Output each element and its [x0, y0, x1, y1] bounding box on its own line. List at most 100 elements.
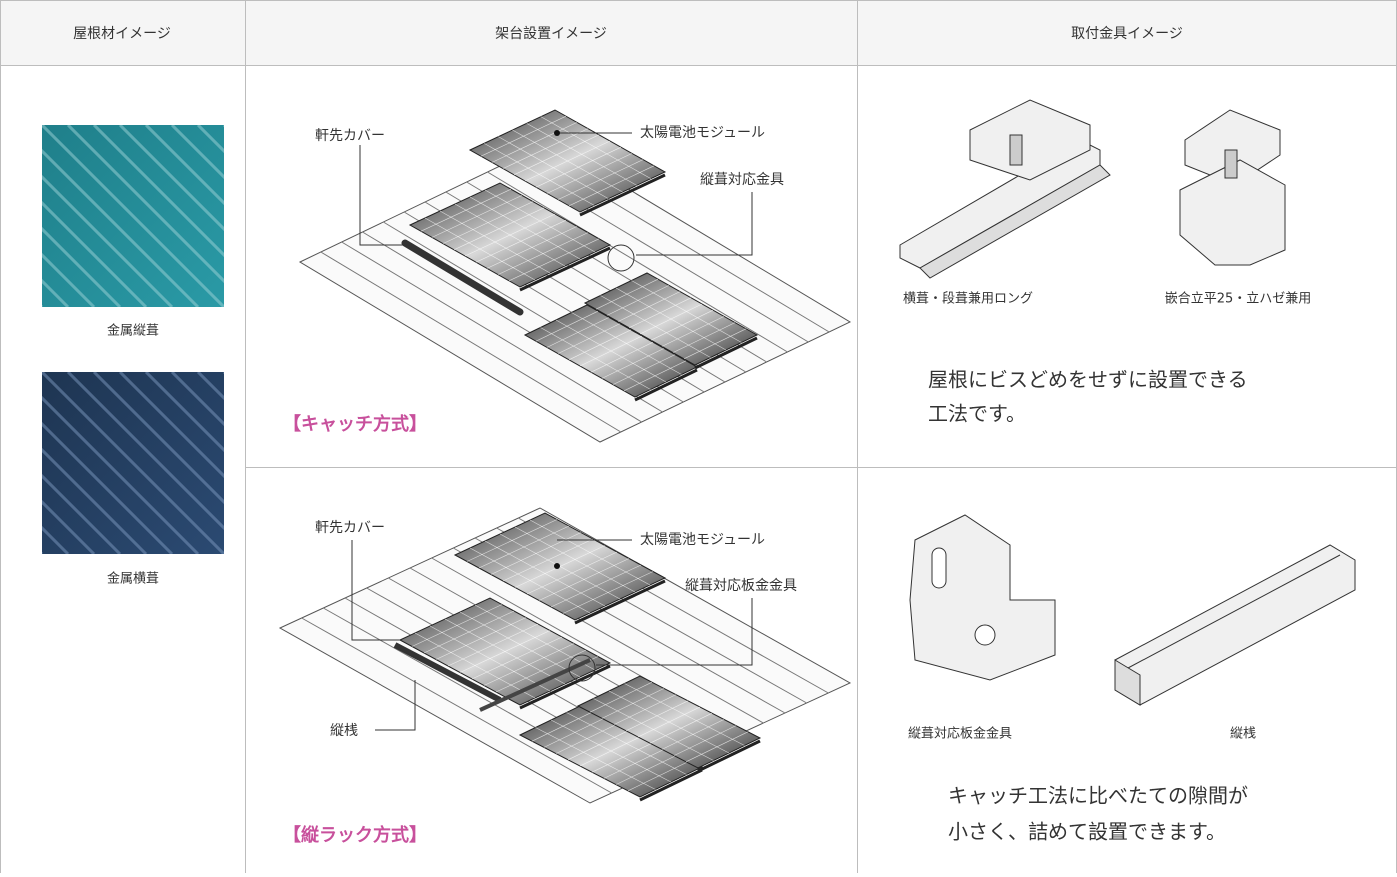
panel-grid [491, 122, 578, 163]
callout: 太陽電池モジュール [640, 125, 765, 141]
panel-grid [538, 558, 630, 601]
panel-grid [543, 717, 607, 748]
callout: 縦桟 [330, 723, 358, 739]
texture-line [42, 551, 44, 554]
fitting-body [1179, 159, 1286, 266]
panel-grid [606, 285, 670, 316]
fitting-bolt [1009, 134, 1023, 166]
eave-cover [401, 239, 524, 316]
panel-grid [567, 729, 631, 761]
panel-grid [595, 278, 659, 310]
panel-grid [650, 309, 714, 341]
panel-grid [557, 323, 621, 354]
panel-grid [623, 360, 687, 392]
texture-line [42, 252, 96, 307]
texture-line [0, 372, 16, 554]
rail-profile [1114, 544, 1356, 706]
panel-grid [431, 195, 523, 238]
texture-line [66, 125, 224, 284]
swatch-texture [0, 372, 224, 554]
panel-grid [601, 688, 665, 719]
description: キャッチ工法に比べたての隙間が [948, 784, 1248, 808]
panel-grid [628, 297, 692, 329]
panel-grid [466, 519, 558, 562]
panel-grid [601, 348, 665, 379]
panel-grid [531, 710, 595, 742]
rail-groove [1127, 554, 1341, 669]
panel-grid [442, 201, 534, 244]
callout: 太陽電池モジュール [640, 532, 765, 548]
panel-grid [435, 617, 527, 660]
panel-grid [502, 128, 589, 169]
panel-grid [615, 754, 679, 785]
texture-line [42, 499, 96, 554]
roof-seam [487, 171, 788, 353]
panel-grid [579, 335, 643, 367]
panel-grid [617, 291, 681, 322]
header-cell: 取付金具イメージ [1071, 26, 1183, 42]
panel-grid [495, 649, 587, 693]
roof-seam [341, 241, 642, 423]
panel-grid [685, 731, 749, 763]
panel-grid [502, 538, 594, 582]
description: 工法です。 [928, 402, 1026, 426]
fitting-label: 嵌合立平25・立ハゼ兼用 [1165, 292, 1312, 307]
roof-label: 金属縦葺 [107, 323, 159, 339]
panel-grid [508, 238, 600, 282]
panel-grid [478, 525, 570, 569]
panel-grid [535, 310, 599, 342]
panel-grid [526, 551, 618, 595]
texture-line [144, 372, 224, 453]
panel-grid [420, 188, 512, 232]
panel-grid [483, 643, 575, 686]
texture-line [42, 421, 174, 554]
texture-line [118, 125, 224, 232]
texture-line [144, 125, 224, 206]
fitting-bolt [1224, 149, 1238, 179]
header-cell: 架台設置イメージ [495, 26, 607, 42]
illustrations [278, 99, 1356, 804]
fitting-label: 縦葺対応板金金具 [908, 726, 1012, 742]
panel-grid [480, 115, 567, 157]
fitting-rail [919, 164, 1111, 279]
panel-grid [524, 140, 611, 182]
panel-edge [694, 336, 758, 370]
panel-grid [661, 719, 725, 750]
roof-seam [301, 617, 612, 794]
panel-grid [486, 226, 578, 269]
panel-grid [475, 219, 567, 263]
panel-grid [453, 207, 545, 251]
panel-edge [574, 579, 666, 625]
panel-grid [579, 735, 643, 767]
panel-edge [634, 368, 698, 402]
description: 小さく、詰めて設置できます。 [948, 820, 1226, 844]
callout: 軒先カバー [315, 520, 385, 536]
panel-grid [603, 748, 667, 779]
description: 屋根にビスどめをせずに設置できる [928, 368, 1248, 392]
panel-grid [514, 545, 606, 588]
panel-grid [447, 623, 539, 667]
panel-grid [497, 232, 589, 275]
texture-line [92, 372, 224, 505]
panel-grid [627, 760, 691, 792]
panel-grid [613, 694, 677, 725]
panel-grid [591, 741, 655, 773]
texture-line [42, 148, 200, 307]
panel-grid [568, 329, 632, 361]
texture-line [42, 125, 224, 307]
panel-grid [625, 700, 689, 732]
panel-grid [589, 681, 653, 713]
method-label: 【キャッチ方式】 [283, 413, 427, 435]
panel-grid [546, 317, 610, 348]
panel-grid [590, 341, 654, 373]
panel-grid [546, 153, 633, 194]
panel-grid [550, 564, 642, 608]
texture-line [42, 395, 200, 554]
panel-edge [519, 246, 611, 292]
panel-edge [639, 768, 703, 802]
bracket-hole [974, 624, 996, 646]
texture-line [42, 372, 224, 554]
panel-grid [639, 303, 703, 335]
bracket-slot [931, 547, 947, 589]
